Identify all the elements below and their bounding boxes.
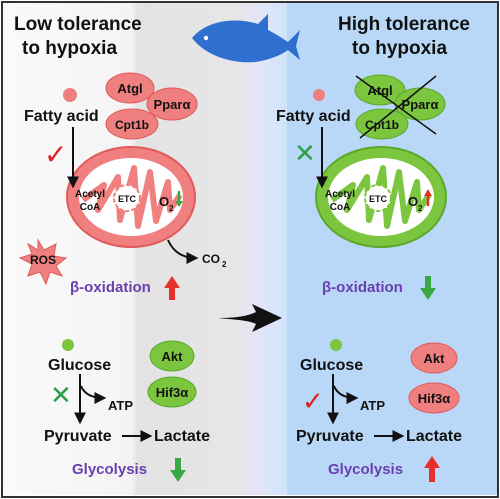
right-title-line2: to hypoxia	[352, 38, 447, 59]
left-glucose-dot	[62, 339, 74, 351]
right-protein-cross-line-2	[359, 75, 437, 139]
right-ppara-protein: Pparα	[394, 87, 446, 121]
left-atp-arrow	[80, 385, 107, 404]
left-ppara-protein: Pparα	[146, 87, 198, 121]
svg-text:Akt: Akt	[424, 351, 446, 366]
left-lactate-label: Lactate	[154, 428, 210, 445]
svg-text:Pparα: Pparα	[402, 97, 439, 112]
left-title-line2: to hypoxia	[22, 38, 117, 59]
svg-text:Hif3α: Hif3α	[418, 391, 451, 406]
left-cpt1b-protein: Cpt1b	[105, 108, 159, 140]
right-protein-cross-line-1	[355, 75, 437, 135]
left-coa-label: CoA	[80, 202, 101, 213]
left-co2-label: CO 2	[202, 252, 227, 269]
left-pyruvate-label: Pyruvate	[44, 428, 112, 445]
svg-text:CO: CO	[202, 252, 220, 266]
left-akt-protein: Akt	[149, 340, 195, 372]
left-co2-arrow	[167, 239, 199, 264]
left-acetyl-label: Acetyl	[75, 189, 105, 200]
svg-text:Pparα: Pparα	[154, 97, 191, 112]
right-fatty-acid-label: Fatty acid	[276, 108, 351, 125]
svg-text:Atgl: Atgl	[117, 81, 142, 96]
right-fatty-acid-cross: ✕	[294, 138, 316, 168]
right-mitochondrion	[315, 146, 447, 248]
right-o2-indicator: O 2	[408, 189, 432, 213]
svg-text:Akt: Akt	[162, 349, 184, 364]
right-fatty-acid-dot	[313, 89, 325, 101]
right-glucose-check: ✓	[302, 386, 324, 416]
left-mitochondrion	[66, 146, 196, 248]
left-atp-label: ATP	[108, 398, 133, 413]
right-hif3a-protein: Hif3α	[408, 382, 460, 414]
svg-text:2: 2	[418, 204, 423, 213]
right-beta-oxidation-down-arrow	[420, 276, 436, 300]
svg-text:Hif3α: Hif3α	[156, 385, 189, 400]
right-glucose-label: Glucose	[300, 357, 363, 374]
left-title-line1: Low tolerance	[14, 14, 142, 35]
left-glycolysis-label: Glycolysis	[72, 461, 147, 478]
right-beta-oxidation-label: β-oxidation	[322, 279, 403, 296]
right-acetyl-label: Acetyl	[325, 189, 355, 200]
right-glucose-dot	[330, 339, 342, 351]
left-etc-label: ETC	[118, 194, 137, 204]
right-glycolysis-up-arrow	[424, 456, 440, 482]
svg-text:ROS: ROS	[30, 253, 56, 267]
left-glucose-label: Glucose	[48, 357, 111, 374]
svg-text:Cpt1b: Cpt1b	[115, 118, 149, 132]
left-beta-oxidation-up-arrow	[164, 276, 180, 300]
svg-text:O: O	[408, 194, 418, 209]
left-glycolysis-down-arrow	[170, 458, 186, 482]
svg-text:Atgl: Atgl	[367, 83, 392, 98]
right-atp-label: ATP	[360, 398, 385, 413]
right-coa-label: CoA	[330, 202, 351, 213]
left-hif3a-protein: Hif3α	[147, 376, 197, 408]
middle-transition-background	[235, 3, 287, 495]
right-akt-protein: Akt	[410, 342, 458, 374]
left-atgl-protein: Atgl	[105, 72, 155, 104]
left-beta-oxidation-label: β-oxidation	[70, 279, 151, 296]
transition-arrow	[218, 304, 282, 332]
left-o2-indicator: O 2	[159, 191, 183, 213]
right-lactate-label: Lactate	[406, 428, 462, 445]
fish-icon	[192, 14, 300, 63]
left-fatty-acid-label: Fatty acid	[24, 108, 99, 125]
right-atgl-protein: Atgl	[354, 74, 406, 106]
left-fatty-acid-dot	[63, 88, 77, 102]
left-glucose-cross: ✕	[50, 380, 72, 410]
right-glycolysis-label: Glycolysis	[328, 461, 403, 478]
svg-text:2: 2	[222, 260, 227, 269]
left-ros-burst: ROS	[18, 238, 68, 286]
right-atp-arrow	[333, 385, 359, 404]
left-fatty-acid-check: ✓	[44, 139, 67, 170]
svg-text:2: 2	[169, 204, 174, 213]
svg-text:Cpt1b: Cpt1b	[365, 118, 399, 132]
right-pyruvate-label: Pyruvate	[296, 428, 364, 445]
right-title-line1: High tolerance	[338, 14, 470, 35]
right-etc-label: ETC	[369, 194, 388, 204]
svg-text:O: O	[159, 194, 169, 209]
